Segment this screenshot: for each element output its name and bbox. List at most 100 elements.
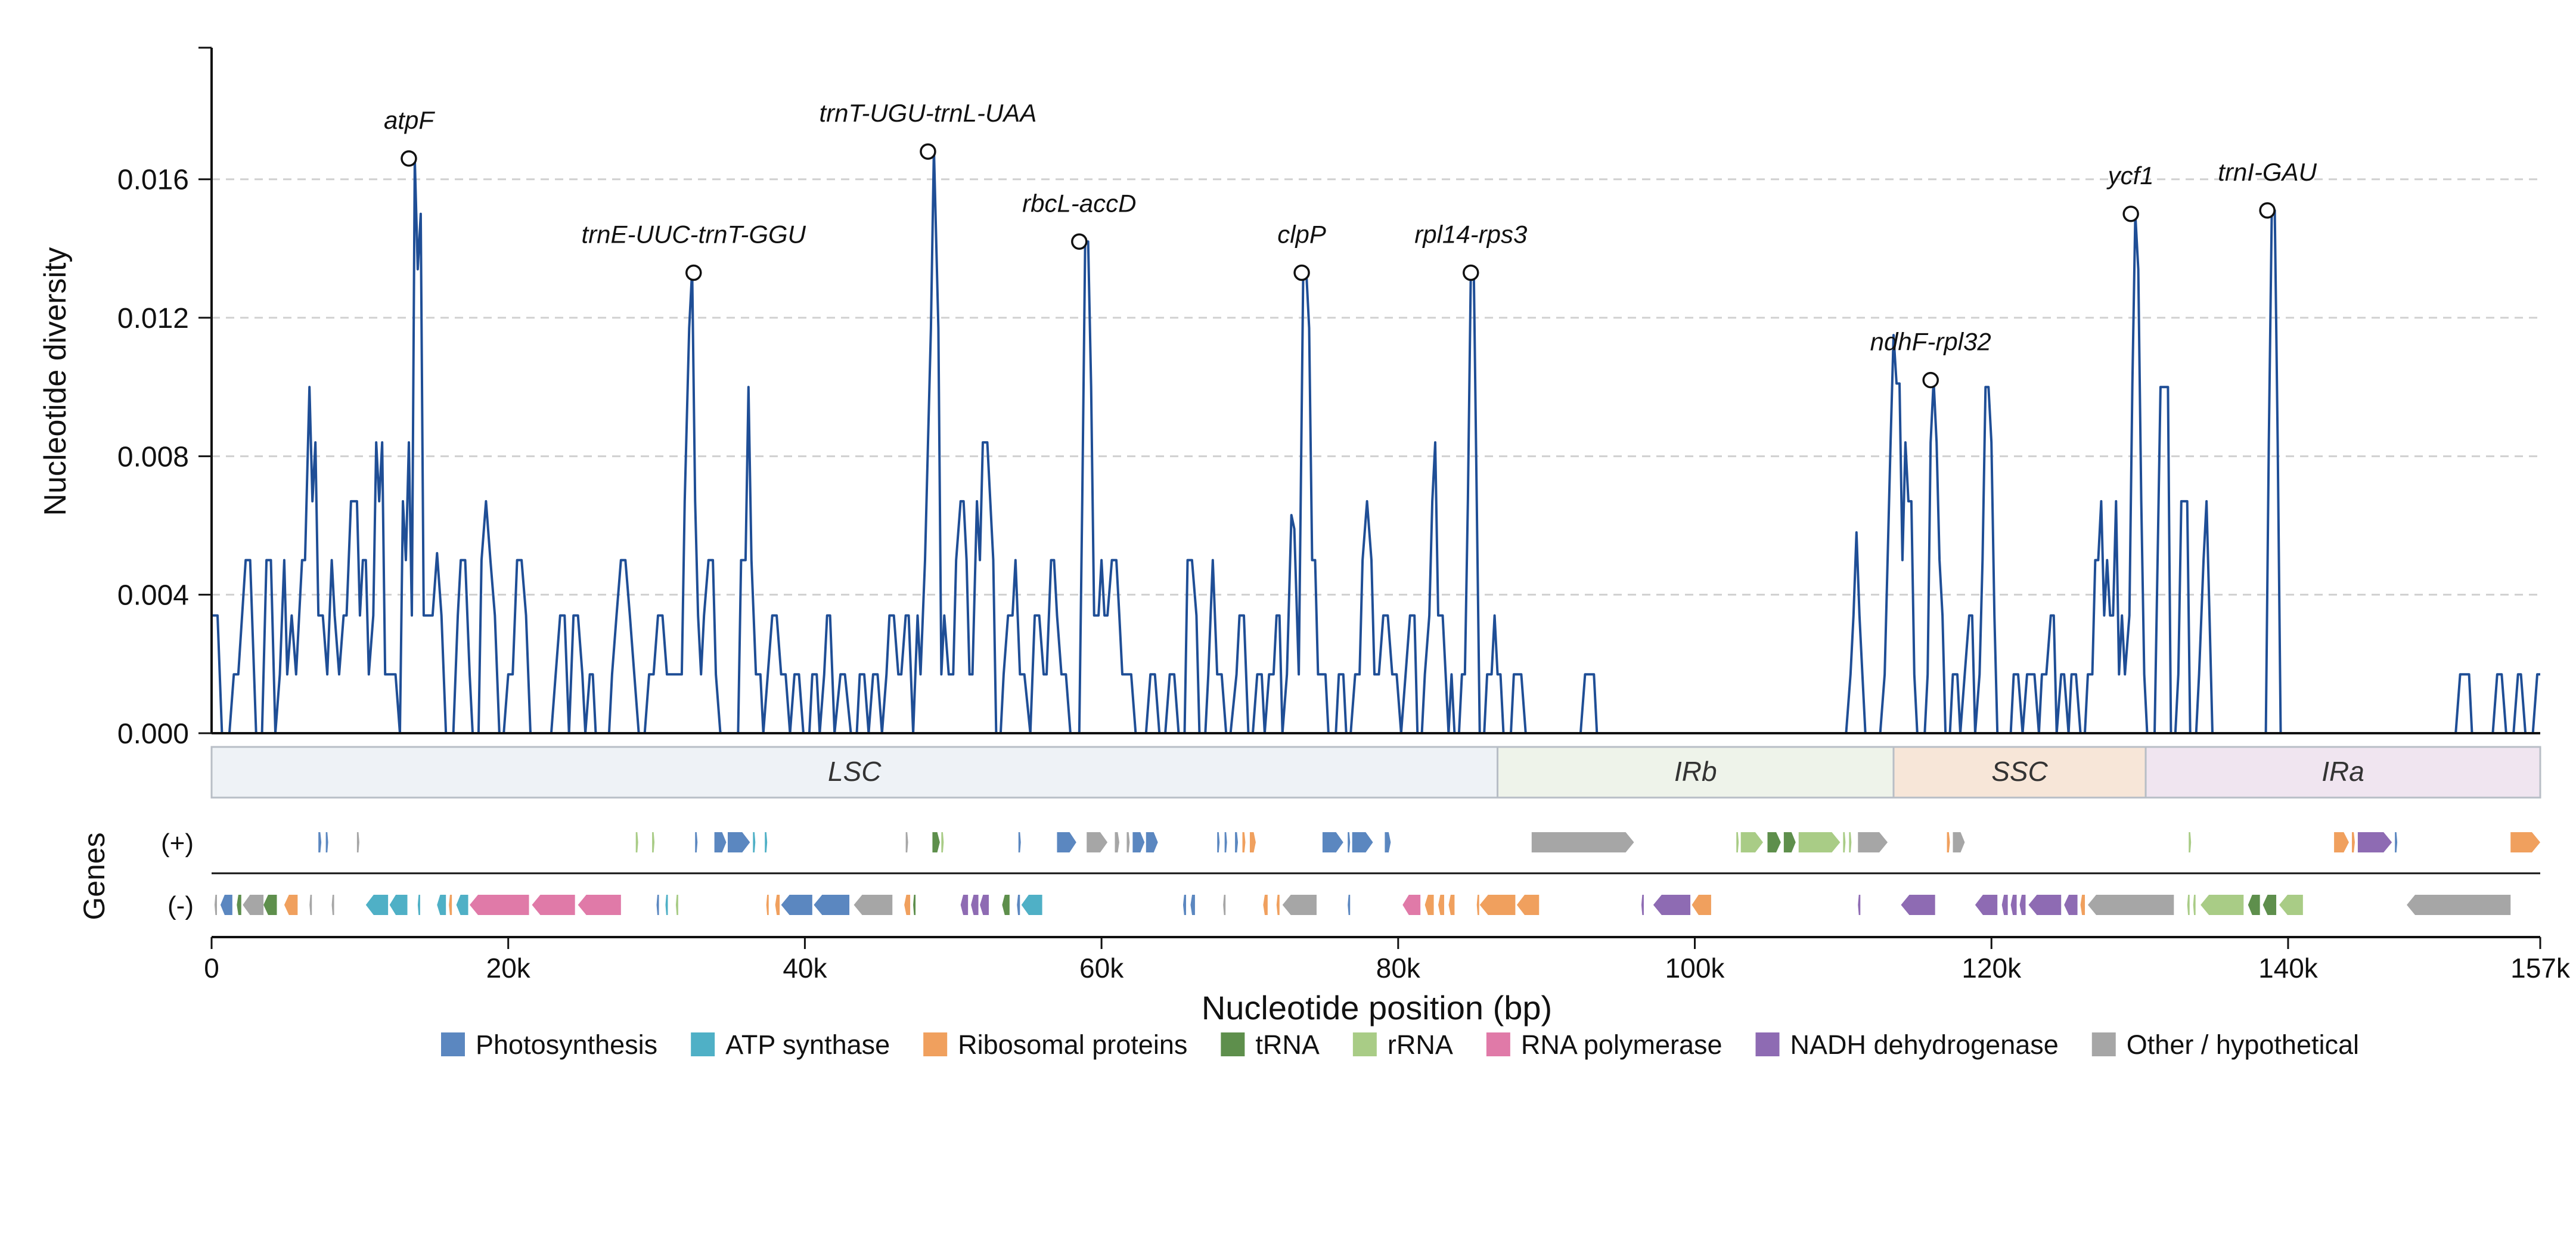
gene-arrow bbox=[2334, 832, 2349, 852]
region-label: IRa bbox=[2321, 756, 2364, 787]
gene-arrow bbox=[1858, 832, 1888, 852]
legend-swatch bbox=[923, 1032, 948, 1056]
gene-arrow bbox=[243, 895, 264, 915]
gene-arrow bbox=[1263, 895, 1268, 915]
gene-arrow bbox=[2010, 895, 2017, 915]
gene-arrow bbox=[781, 895, 812, 915]
gene-arrow bbox=[1479, 895, 1516, 915]
gene-arrow bbox=[2279, 895, 2303, 915]
y-tick-label: 0.016 bbox=[117, 165, 189, 196]
gene-arrow bbox=[2201, 895, 2244, 915]
gene-arrow bbox=[331, 895, 334, 915]
region-bar: LSC IRb SSC IRa bbox=[210, 746, 2541, 799]
gene-arrow bbox=[1115, 832, 1119, 852]
x-tick-label: 20k bbox=[486, 953, 531, 984]
gene-arrow bbox=[2510, 832, 2540, 852]
gene-arrow bbox=[532, 895, 575, 915]
gene-arrow bbox=[470, 895, 529, 915]
gene-arrow bbox=[1183, 895, 1186, 915]
gene-arrow bbox=[1348, 895, 1351, 915]
gene-arrow bbox=[2080, 895, 2085, 915]
gene-arrow bbox=[2019, 895, 2026, 915]
gene-arrow bbox=[854, 895, 893, 915]
gene-arrow bbox=[1224, 832, 1227, 852]
gene-arrow bbox=[980, 895, 989, 915]
gene-arrow bbox=[2187, 895, 2190, 915]
gene-arrow bbox=[325, 832, 328, 852]
gene-arrow bbox=[417, 895, 420, 915]
legend-label: RNA polymerase bbox=[1521, 1029, 1722, 1060]
peak-marker bbox=[920, 143, 936, 160]
gene-arrow bbox=[2357, 832, 2392, 852]
gene-arrow bbox=[1002, 895, 1010, 915]
y-tick-label: 0.004 bbox=[117, 580, 189, 612]
axes: 0.000 0.004 0.008 0.012 0.016 bbox=[117, 46, 2540, 750]
legend-label: rRNA bbox=[1388, 1029, 1453, 1060]
legend-label: NADH dehydrogenase bbox=[1790, 1029, 2059, 1060]
gene-arrow bbox=[1448, 895, 1455, 915]
x-tick-label: 60k bbox=[1079, 953, 1124, 984]
legend: Photosynthesis ATP synthase Ribosomal prot… bbox=[441, 1029, 2359, 1060]
gene-arrow bbox=[714, 832, 727, 852]
gene-arrow bbox=[2248, 895, 2260, 915]
gene-arrow bbox=[356, 832, 359, 852]
x-tick-label: 157k bbox=[2510, 953, 2571, 984]
legend-swatch bbox=[691, 1032, 715, 1056]
gene-arrow bbox=[656, 895, 659, 915]
peak-annotations: atpF trnE-UUC-trnT-GGU trnT-UGU-trnL-UAA rb… bbox=[384, 99, 2317, 389]
gene-arrow bbox=[2395, 832, 2398, 852]
gene-arrow bbox=[220, 895, 232, 915]
legend-label: Other / hypothetical bbox=[2127, 1029, 2359, 1060]
y-axis-label: Nucleotide diversity bbox=[38, 247, 73, 516]
legend-label: tRNA bbox=[1255, 1029, 1320, 1060]
gene-arrow bbox=[237, 895, 241, 915]
grid-lines bbox=[212, 178, 2540, 596]
gene-arrow bbox=[1653, 895, 1691, 915]
gene-arrow bbox=[2193, 895, 2196, 915]
peak-label: rpl14-rps3 bbox=[1414, 221, 1527, 249]
peak-marker bbox=[1463, 264, 1479, 281]
gene-arrow bbox=[437, 895, 446, 915]
gene-arrow bbox=[2351, 832, 2355, 852]
gene-arrow bbox=[1424, 895, 1434, 915]
peak-label: ycf1 bbox=[2106, 162, 2154, 190]
peak-label: trnT-UGU-trnL-UAA bbox=[820, 99, 1037, 127]
gene-arrow bbox=[2064, 895, 2078, 915]
gene-arrow bbox=[932, 832, 940, 852]
gene-arrow bbox=[1736, 832, 1739, 852]
peak-label: atpF bbox=[384, 106, 435, 134]
peak-marker bbox=[685, 264, 702, 281]
gene-arrow bbox=[309, 895, 312, 915]
x-tick-label: 40k bbox=[783, 953, 827, 984]
gene-arrow bbox=[1348, 832, 1351, 852]
y-tick-label: 0.008 bbox=[117, 441, 189, 473]
gene-arrow bbox=[1947, 832, 1950, 852]
gene-arrow bbox=[1322, 832, 1343, 852]
gene-arrow bbox=[1282, 895, 1317, 915]
gene-arrow bbox=[2028, 895, 2062, 915]
gene-arrow bbox=[1740, 832, 1764, 852]
strand-label: (+) bbox=[161, 829, 194, 858]
gene-arrow bbox=[2407, 895, 2511, 915]
gene-track: (+) (-) 0 20k 40k 60k 80k 100k 120k 140k 157k bbox=[161, 829, 2571, 984]
x-tick-label: 0 bbox=[204, 953, 219, 984]
legend-swatch bbox=[2091, 1032, 2116, 1056]
gene-arrow bbox=[284, 895, 298, 915]
gene-arrow bbox=[675, 895, 678, 915]
gene-arrow bbox=[766, 895, 769, 915]
gene-arrow bbox=[263, 895, 277, 915]
gene-arrow bbox=[1385, 832, 1391, 852]
gene-arrow bbox=[1843, 832, 1846, 852]
gene-arrow bbox=[1953, 832, 1965, 852]
peak-label: clpP bbox=[1277, 221, 1326, 249]
gene-arrow bbox=[1146, 832, 1158, 852]
gene-arrow bbox=[1217, 832, 1220, 852]
legend-label: ATP synthase bbox=[725, 1029, 890, 1060]
gene-arrow bbox=[1516, 895, 1540, 915]
gene-arrow bbox=[635, 832, 638, 852]
legend-label: Photosynthesis bbox=[476, 1029, 657, 1060]
gene-arrow bbox=[1531, 832, 1634, 852]
gene-arrow bbox=[1017, 895, 1020, 915]
